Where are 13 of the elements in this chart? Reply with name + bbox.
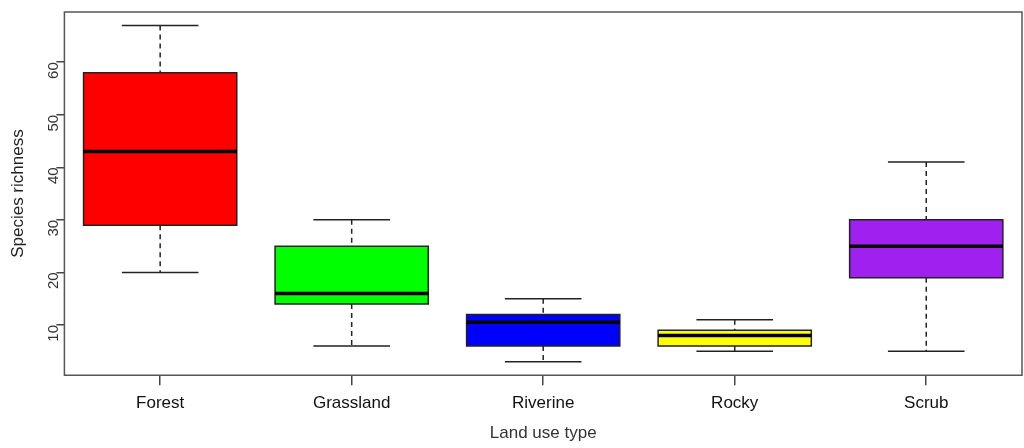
x-tick-label: Grassland (312, 393, 391, 413)
y-tick-label: 40 (43, 167, 61, 185)
y-tick-label: 60 (43, 62, 61, 79)
y-axis-title: Species richness (7, 129, 27, 258)
x-axis-title: Land use type (489, 423, 597, 443)
x-tick-label: Riverine (512, 393, 575, 413)
x-tick-label: Forest (136, 393, 185, 413)
y-tick-label: 30 (43, 219, 61, 237)
y-tick-label: 50 (43, 114, 61, 132)
x-tick-label: Rocky (711, 393, 759, 413)
y-tick-label: 20 (43, 272, 61, 290)
x-tick-label: Scrub (904, 393, 949, 413)
y-tick-label: 10 (43, 324, 61, 342)
